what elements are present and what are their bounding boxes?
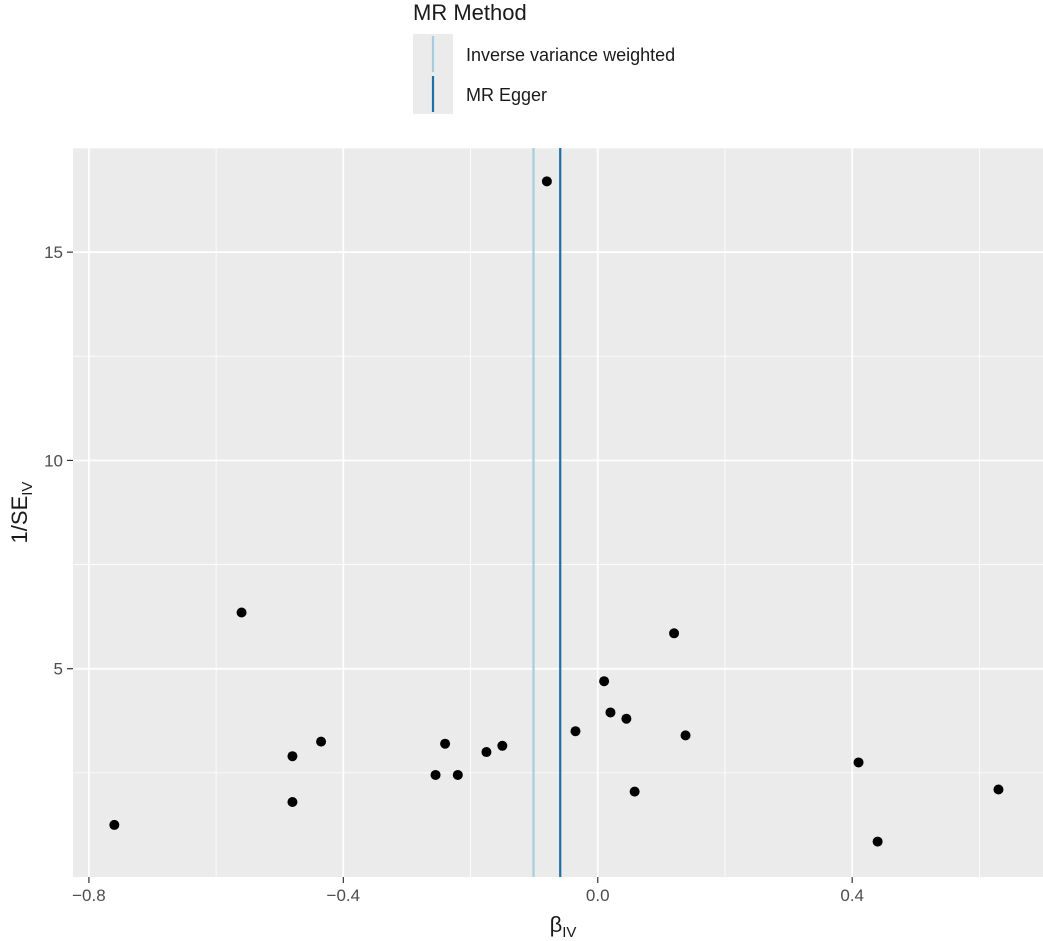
data-point [621, 713, 632, 724]
data-point [236, 607, 247, 618]
data-point [287, 797, 298, 808]
data-point [872, 836, 883, 847]
legend-label: MR Egger [466, 85, 547, 105]
data-point [669, 628, 680, 639]
method-lines [532, 148, 562, 877]
data-point [680, 730, 691, 741]
x-tick-label: 0.0 [586, 886, 610, 905]
y-axis-title-main: 1/SE [7, 496, 32, 544]
data-point [452, 769, 463, 780]
x-tick-label: 0.4 [840, 886, 864, 905]
data-point [316, 736, 327, 747]
legend-title: MR Method [413, 0, 527, 25]
data-point [993, 784, 1004, 795]
data-points [109, 176, 1004, 847]
x-axis: −0.8 −0.4 0.0 0.4 [72, 877, 864, 905]
y-axis-title-subscript: IV [19, 482, 36, 496]
data-point [599, 676, 610, 687]
x-axis-title-main: β [550, 912, 563, 937]
x-axis-title: βIV [550, 912, 577, 941]
x-axis-title-subscript: IV [562, 924, 576, 941]
data-point [853, 757, 864, 768]
data-point [541, 176, 552, 187]
y-tick-label: 5 [54, 660, 63, 679]
legend-label: Inverse variance weighted [466, 45, 675, 65]
legend: MR Method Inverse variance weighted MR Eg… [413, 0, 675, 114]
plot-panel [73, 148, 1043, 877]
x-tick-label: −0.4 [327, 886, 361, 905]
major-gridlines [73, 148, 1043, 877]
data-point [605, 707, 616, 718]
y-axis-title: 1/SEIV [7, 482, 36, 544]
data-point [109, 819, 120, 830]
y-tick-label: 10 [44, 451, 63, 470]
data-point [629, 786, 640, 797]
data-point [481, 747, 492, 758]
data-point [287, 751, 298, 762]
x-tick-label: −0.8 [72, 886, 106, 905]
y-tick-label: 15 [44, 243, 63, 262]
minor-gridlines [73, 147, 1043, 877]
data-point [570, 726, 581, 737]
data-point [497, 740, 508, 751]
y-axis: 5 10 15 [44, 243, 73, 679]
data-point [430, 769, 441, 780]
data-point [440, 738, 451, 749]
